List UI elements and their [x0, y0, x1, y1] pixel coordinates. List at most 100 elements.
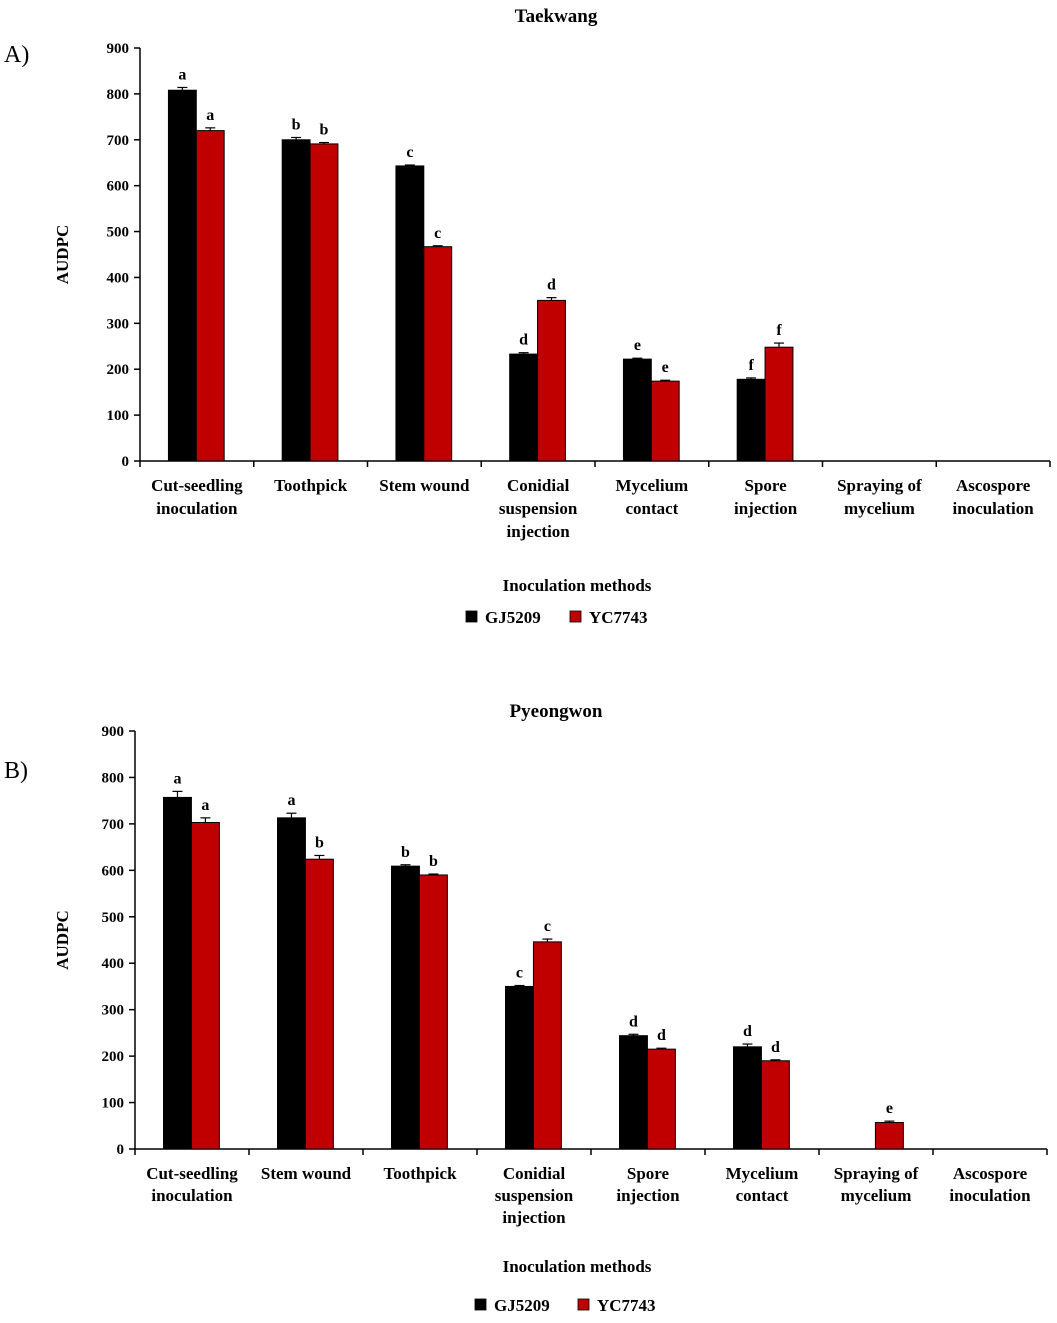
x-category-label: mycelium — [841, 1186, 912, 1205]
significance-letter: d — [743, 1023, 752, 1040]
bar-gj5209 — [395, 165, 425, 462]
x-category-label: Conidial — [507, 476, 570, 495]
bar-yc7743 — [418, 874, 448, 1150]
significance-letter: b — [320, 122, 329, 139]
significance-letter: c — [516, 965, 523, 982]
bar-yc7743 — [537, 299, 566, 462]
y-tick-label: 900 — [102, 724, 125, 740]
x-category-label: mycelium — [844, 499, 915, 518]
significance-letter: c — [434, 225, 441, 242]
x-category-label: Toothpick — [274, 476, 348, 495]
x-category-label: contact — [625, 499, 678, 518]
bar-gj5209 — [391, 865, 420, 1150]
x-category-label: injection — [616, 1186, 680, 1205]
bar-yc7743 — [304, 858, 334, 1150]
y-tick-label: 900 — [107, 41, 130, 57]
x-category-label: suspension — [495, 1186, 574, 1205]
x-category-label: Spraying of — [834, 1164, 919, 1183]
y-tick-label: 100 — [102, 1096, 125, 1112]
y-tick-label: 500 — [102, 910, 125, 926]
y-axis-label: AUDPC — [53, 225, 72, 285]
significance-letter: d — [657, 1027, 666, 1044]
x-category-label: Stem wound — [379, 476, 470, 495]
bar-gj5209 — [622, 358, 652, 462]
y-tick-label: 700 — [107, 133, 130, 149]
significance-letter: e — [886, 1100, 893, 1117]
bar-yc7743 — [190, 821, 220, 1150]
x-category-label: injection — [502, 1208, 566, 1227]
y-tick-label: 400 — [107, 270, 130, 286]
bar-gj5209 — [505, 985, 534, 1150]
bar-gj5209 — [509, 353, 539, 462]
x-category-label: Spore — [745, 476, 788, 495]
bar-yc7743 — [423, 246, 453, 462]
x-category-label: injection — [734, 499, 798, 518]
significance-letter: f — [776, 322, 782, 339]
x-category-label: inoculation — [949, 1186, 1031, 1205]
chart-title: Taekwang — [515, 6, 598, 27]
significance-letter: d — [771, 1039, 780, 1056]
bar-gj5209 — [619, 1035, 648, 1150]
x-axis-label: Inoculation methods — [503, 576, 652, 595]
y-tick-label: 600 — [107, 179, 130, 195]
x-axis-label: Inoculation methods — [503, 1257, 652, 1276]
chart-panel-a: Taekwang A) 0 100 200 300 400 500 600 700 800 900 AU… — [4, 6, 1051, 627]
y-tick-label: 200 — [107, 362, 130, 378]
significance-letter: a — [178, 66, 186, 83]
significance-letter: b — [292, 116, 301, 133]
legend-swatch-gj5209 — [465, 610, 478, 623]
legend-label-yc7743: YC7743 — [597, 1296, 656, 1315]
chart-title: Pyeongwon — [510, 701, 603, 722]
significance-letter: e — [662, 359, 669, 376]
panel-label: A) — [4, 42, 29, 68]
legend-swatch-yc7743 — [569, 610, 582, 623]
x-category-label: Ascospore — [956, 476, 1031, 495]
y-tick-label: 0 — [117, 1142, 125, 1158]
significance-letter: a — [287, 792, 295, 809]
bar-gj5209 — [277, 817, 306, 1150]
x-category-label: inoculation — [953, 499, 1035, 518]
bar-yc7743 — [650, 380, 680, 462]
y-tick-label: 600 — [102, 863, 125, 879]
bar-gj5209 — [163, 796, 192, 1150]
bar-gj5209 — [736, 378, 766, 462]
x-category-label: Ascospore — [953, 1164, 1028, 1183]
significance-letter: a — [206, 107, 214, 124]
x-category-label: contact — [736, 1186, 789, 1205]
significance-letter: b — [315, 834, 324, 851]
significance-letter: b — [401, 844, 410, 861]
x-category-label: Conidial — [503, 1164, 566, 1183]
significance-letter: a — [201, 797, 209, 814]
y-tick-label: 100 — [107, 408, 130, 424]
legend-label-gj5209: GJ5209 — [485, 608, 541, 627]
y-tick-label: 800 — [102, 770, 125, 786]
chart-panel-b: Pyeongwon B) 0 100 200 300 400 500 600 700 800 900 A… — [4, 701, 1048, 1315]
bar-gj5209 — [167, 89, 197, 462]
x-category-label: Cut-seedling — [151, 476, 243, 495]
legend-label-gj5209: GJ5209 — [494, 1296, 550, 1315]
significance-letter: d — [629, 1013, 638, 1030]
significance-letter: a — [173, 770, 181, 787]
y-tick-label: 200 — [102, 1049, 125, 1065]
bar-yc7743 — [874, 1122, 904, 1150]
panel-label: B) — [4, 758, 28, 784]
y-tick-label: 400 — [102, 956, 125, 972]
significance-letter: b — [429, 853, 438, 870]
significance-letter: c — [406, 144, 413, 161]
x-category-label: Mycelium — [616, 476, 689, 495]
bar-yc7743 — [532, 941, 562, 1150]
significance-letter: e — [634, 337, 641, 354]
y-tick-label: 700 — [102, 817, 125, 833]
legend-swatch-gj5209 — [474, 1298, 487, 1311]
x-category-label: Cut-seedling — [146, 1164, 238, 1183]
y-tick-label: 800 — [107, 87, 130, 103]
x-category-label: suspension — [499, 499, 578, 518]
y-tick-label: 500 — [107, 225, 130, 241]
bar-yc7743 — [646, 1048, 676, 1150]
bar-gj5209 — [733, 1046, 762, 1150]
y-tick-label: 300 — [102, 1003, 125, 1019]
bar-yc7743 — [195, 130, 225, 462]
y-tick-label: 300 — [107, 316, 130, 332]
legend-label-yc7743: YC7743 — [589, 608, 648, 627]
